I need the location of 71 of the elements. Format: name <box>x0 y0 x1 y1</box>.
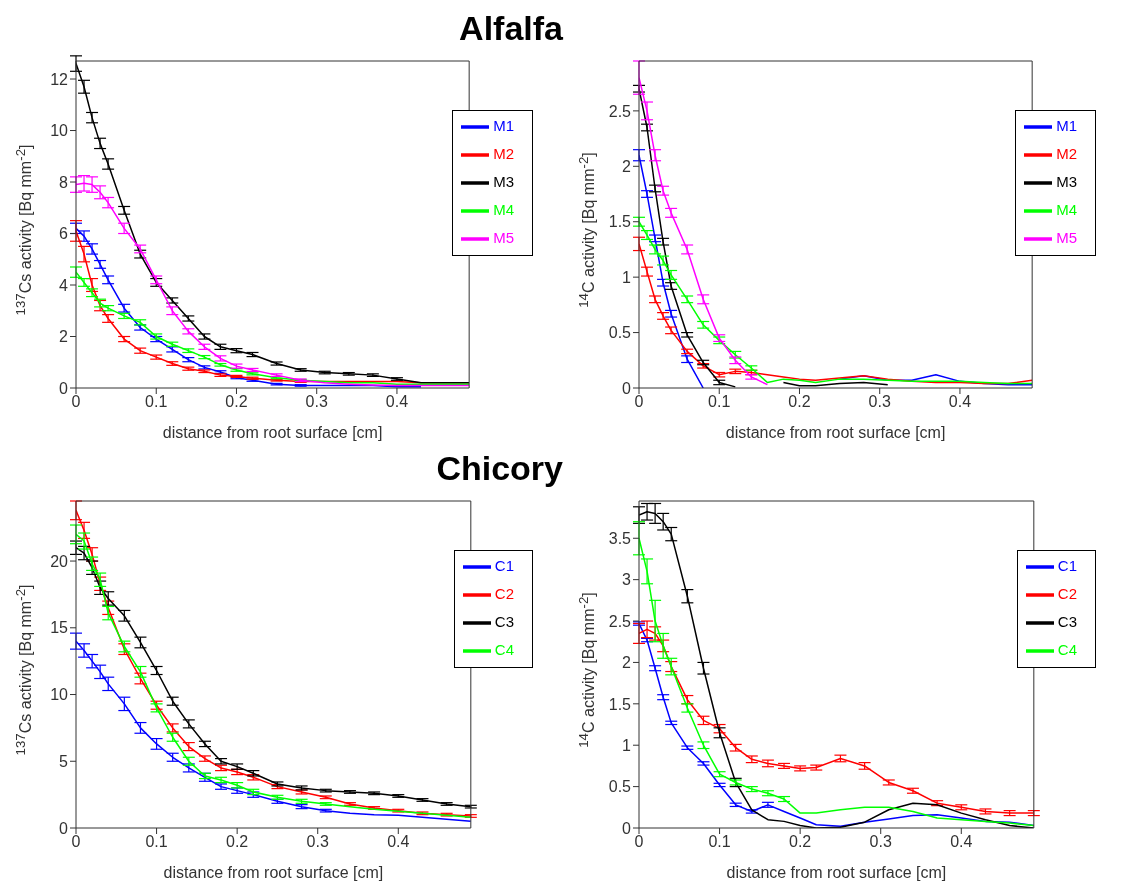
y-tick-label: 3.5 <box>608 529 632 547</box>
y-tick-label: 0 <box>622 379 632 397</box>
y-tick-label: 0.5 <box>608 324 632 342</box>
y-tick-label: 20 <box>50 552 69 570</box>
x-tick-label: 0.1 <box>145 833 168 851</box>
y-tick-label: 8 <box>59 173 69 191</box>
y-tick-label: 1.5 <box>608 213 632 231</box>
x-tick-label: 0.4 <box>385 393 409 411</box>
x-tick-label: 0.3 <box>869 833 892 851</box>
y-tick-label: 1 <box>622 736 632 754</box>
x-tick-label: 0.1 <box>708 393 731 411</box>
legend-label: M2 <box>1056 144 1077 162</box>
x-tick-label: 0.4 <box>950 833 973 851</box>
x-tick-label: 0.1 <box>708 833 731 851</box>
y-tick-label: 4 <box>59 276 69 294</box>
legend-label: M1 <box>1056 116 1077 134</box>
y-tick-label: 0 <box>622 819 632 837</box>
legend-label: M4 <box>493 200 514 218</box>
x-tick-label: 0.2 <box>789 833 812 851</box>
y-tick-label: 2.5 <box>608 612 632 630</box>
x-tick-label: 0.1 <box>145 393 168 411</box>
x-tick-label: 0.3 <box>305 393 328 411</box>
line-series <box>76 227 422 388</box>
x-tick-label: 0.3 <box>306 833 329 851</box>
legend-label: M1 <box>493 116 514 134</box>
legend-label: C2 <box>1057 584 1077 602</box>
y-tick-label: 15 <box>50 619 69 637</box>
x-axis-title: distance from root surface [cm] <box>725 424 946 441</box>
x-tick-label: 0.3 <box>868 393 891 411</box>
y-tick-label: 2 <box>59 328 69 346</box>
x-tick-label: 0.4 <box>948 393 972 411</box>
legend-label: C4 <box>494 640 514 658</box>
legend-label: M3 <box>493 172 514 190</box>
y-tick-label: 2 <box>622 157 632 175</box>
y-tick-label: 10 <box>50 122 69 140</box>
x-tick-label: 0 <box>71 833 81 851</box>
y-tick-label: 0 <box>59 379 69 397</box>
x-tick-label: 0 <box>71 393 81 411</box>
legend-label: C3 <box>494 612 514 630</box>
y-tick-label: 0 <box>59 819 69 837</box>
x-tick-label: 0.2 <box>225 393 248 411</box>
y-tick-label: 3 <box>622 571 632 589</box>
y-tick-label: 10 <box>50 686 69 704</box>
y-tick-label: 1.5 <box>608 695 632 713</box>
x-tick-label: 0.2 <box>226 833 249 851</box>
x-tick-label: 0 <box>634 833 644 851</box>
x-axis-title: distance from root surface [cm] <box>162 424 383 441</box>
legend-label: M5 <box>1056 228 1077 246</box>
x-tick-label: 0.2 <box>788 393 811 411</box>
chart-title: Alfalfa <box>459 8 563 48</box>
legend-label: M2 <box>493 144 514 162</box>
legend-label: C4 <box>1057 640 1077 658</box>
legend-label: C1 <box>494 556 514 574</box>
chart-title: Chicory <box>436 448 563 488</box>
y-tick-label: 1 <box>622 268 632 286</box>
legend-label: C2 <box>494 584 514 602</box>
x-tick-label: 0.4 <box>387 833 410 851</box>
legend-label: C3 <box>1057 612 1077 630</box>
legend-label: M4 <box>1056 200 1077 218</box>
y-tick-label: 2 <box>622 654 632 672</box>
y-tick-label: 5 <box>59 752 69 770</box>
legend-label: M3 <box>1056 172 1077 190</box>
y-tick-label: 2.5 <box>608 102 632 120</box>
y-tick-label: 0.5 <box>608 778 632 796</box>
x-tick-label: 0 <box>634 393 644 411</box>
legend-label: M5 <box>493 228 514 246</box>
legend-label: C1 <box>1057 556 1077 574</box>
y-tick-label: 12 <box>50 70 69 88</box>
y-tick-label: 6 <box>59 225 69 243</box>
x-axis-title: distance from root surface [cm] <box>163 864 384 881</box>
x-axis-title: distance from root surface [cm] <box>726 864 947 881</box>
